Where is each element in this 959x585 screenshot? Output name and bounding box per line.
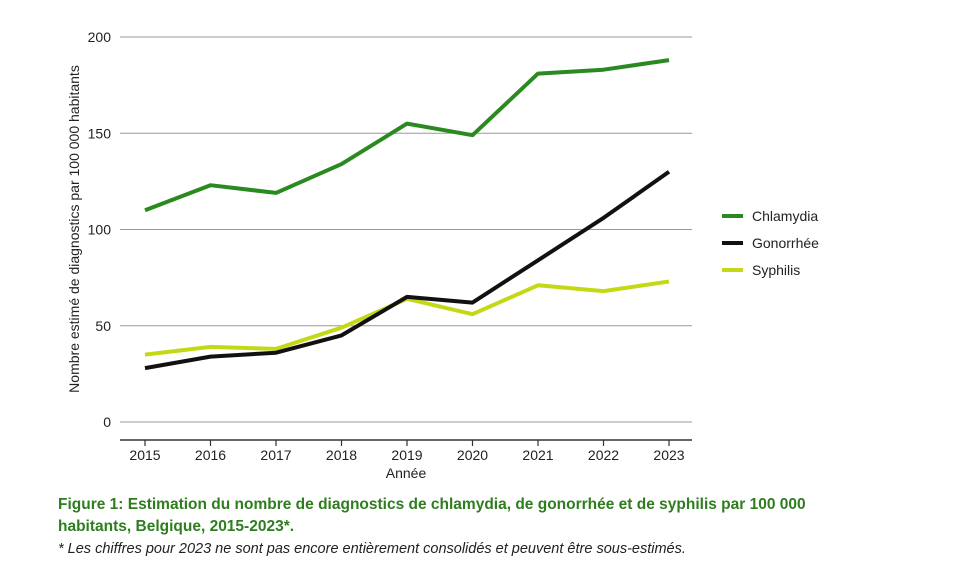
x-axis-ticks: 2015 2016 2017 2018 2019 2020 2021 2022 2023 <box>129 440 685 463</box>
x-axis-label: Année <box>386 465 427 481</box>
y-tick-label: 150 <box>88 125 112 141</box>
y-tick-label: 200 <box>88 29 112 45</box>
x-tick-label: 2017 <box>260 447 291 463</box>
legend: Chlamydia Gonorrhée Syphilis <box>722 208 819 278</box>
series-line-syphilis <box>144 279 670 357</box>
series-lines <box>144 58 671 371</box>
x-tick-label: 2016 <box>195 447 226 463</box>
y-axis-ticks: 0 50 100 150 200 <box>88 29 112 430</box>
x-tick-label: 2023 <box>653 447 684 463</box>
gridlines <box>120 36 692 423</box>
x-tick-label: 2019 <box>391 447 422 463</box>
x-tick-label: 2018 <box>326 447 357 463</box>
x-tick-label: 2020 <box>457 447 488 463</box>
x-tick-label: 2021 <box>522 447 553 463</box>
series-line-gonorrhee <box>144 170 671 371</box>
y-tick-label: 0 <box>103 414 111 430</box>
y-tick-label: 50 <box>95 318 111 334</box>
x-tick-label: 2022 <box>588 447 619 463</box>
figure-caption-note: * Les chiffres pour 2023 ne sont pas enc… <box>58 541 686 557</box>
x-tick-label: 2015 <box>129 447 160 463</box>
y-axis-label: Nombre estimé de diagnostics par 100 000… <box>66 65 82 393</box>
legend-label: Gonorrhée <box>752 235 819 251</box>
legend-label: Chlamydia <box>752 208 818 224</box>
legend-label: Syphilis <box>752 262 800 278</box>
figure-caption-title: Figure 1: Estimation du nombre de diagno… <box>58 496 806 535</box>
line-chart: 0 50 100 150 200 2015 2016 2017 2018 2019 2020 202… <box>66 29 819 481</box>
y-tick-label: 100 <box>88 222 112 238</box>
series-line-chlamydia <box>144 58 670 213</box>
